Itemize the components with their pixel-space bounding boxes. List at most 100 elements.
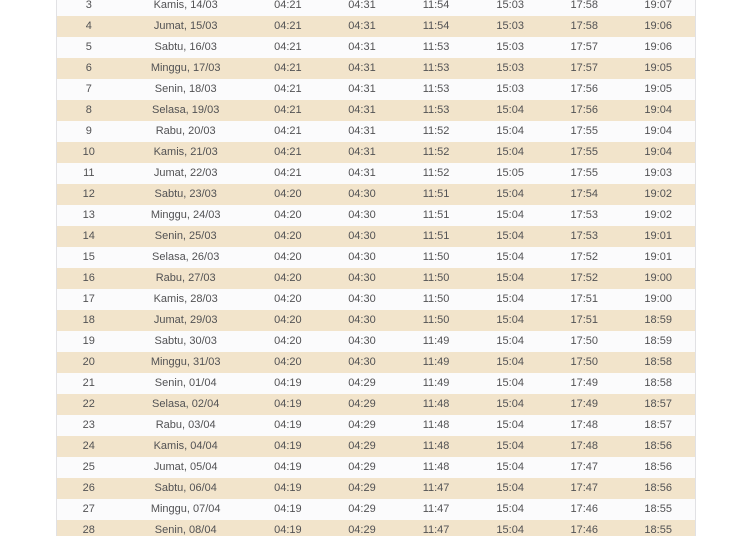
time-cell-6: 18:56 — [644, 482, 672, 494]
time-cell-6: 18:57 — [644, 398, 672, 410]
time-cell-1: 04:19 — [274, 461, 302, 473]
time-cell-1: 04:20 — [274, 356, 302, 368]
row-number-cell: 11 — [83, 167, 95, 179]
time-cell-4: 15:04 — [496, 335, 524, 347]
time-cell-3: 11:54 — [422, 0, 450, 11]
table-row: 15 Selasa, 26/03 04:20 04:30 11:50 15:04… — [56, 247, 696, 268]
time-cell-4: 15:03 — [496, 41, 524, 53]
time-cell-1: 04:20 — [274, 209, 302, 221]
time-cell-6: 18:58 — [644, 377, 672, 389]
time-cell-5: 17:52 — [570, 272, 599, 284]
time-cell-5: 17:51 — [570, 293, 599, 305]
time-cell-3: 11:53 — [422, 62, 450, 74]
row-number-cell: 5 — [85, 41, 92, 53]
time-cell-5: 17:46 — [570, 524, 599, 536]
time-cell-6: 18:58 — [644, 356, 672, 368]
time-cell-2: 04:29 — [348, 440, 376, 452]
row-number-cell: 21 — [82, 377, 95, 389]
row-number-cell: 7 — [85, 83, 92, 95]
time-cell-5: 17:56 — [570, 104, 599, 116]
time-cell-4: 15:05 — [496, 167, 524, 179]
time-cell-3: 11:49 — [422, 356, 450, 368]
day-date-cell: Sabtu, 23/03 — [154, 188, 217, 200]
time-cell-6: 19:05 — [644, 62, 672, 74]
time-cell-6: 19:01 — [644, 230, 672, 242]
time-cell-3: 11:52 — [422, 167, 450, 179]
time-cell-4: 15:04 — [496, 419, 524, 431]
row-number-cell: 14 — [82, 230, 95, 242]
time-cell-1: 04:21 — [274, 104, 302, 116]
row-number-cell: 6 — [85, 62, 92, 74]
time-cell-4: 15:04 — [496, 482, 524, 494]
time-cell-3: 11:53 — [422, 41, 450, 53]
time-cell-6: 19:00 — [644, 272, 672, 284]
time-cell-1: 04:20 — [274, 293, 302, 305]
table-row: 10 Kamis, 21/03 04:21 04:31 11:52 15:04 … — [56, 142, 696, 163]
time-cell-3: 11:48 — [422, 461, 450, 473]
time-cell-3: 11:53 — [422, 83, 450, 95]
day-date-cell: Kamis, 14/03 — [153, 0, 218, 11]
time-cell-4: 15:04 — [496, 356, 524, 368]
time-cell-3: 11:51 — [422, 188, 450, 200]
day-date-cell: Jumat, 22/03 — [153, 167, 218, 179]
row-number-cell: 15 — [82, 251, 95, 263]
time-cell-4: 15:04 — [496, 293, 524, 305]
time-cell-3: 11:48 — [422, 398, 450, 410]
time-cell-5: 17:57 — [570, 41, 599, 53]
table-row: 17 Kamis, 28/03 04:20 04:30 11:50 15:04 … — [56, 289, 696, 310]
row-number-cell: 9 — [85, 125, 92, 137]
time-cell-4: 15:04 — [496, 230, 524, 242]
day-date-cell: Minggu, 24/03 — [150, 209, 221, 221]
time-cell-4: 15:04 — [496, 146, 524, 158]
time-cell-1: 04:19 — [274, 398, 302, 410]
time-cell-1: 04:20 — [274, 272, 302, 284]
time-cell-2: 04:30 — [348, 356, 376, 368]
table-row: 13 Minggu, 24/03 04:20 04:30 11:51 15:04… — [56, 205, 696, 226]
time-cell-5: 17:58 — [570, 0, 599, 11]
time-cell-3: 11:50 — [422, 251, 450, 263]
table-row: 21 Senin, 01/04 04:19 04:29 11:49 15:04 … — [56, 373, 696, 394]
row-number-cell: 24 — [82, 440, 95, 452]
time-cell-2: 04:30 — [348, 188, 376, 200]
time-cell-1: 04:19 — [274, 524, 302, 536]
time-cell-4: 15:04 — [496, 461, 524, 473]
day-date-cell: Kamis, 04/04 — [153, 440, 218, 452]
time-cell-1: 04:21 — [274, 41, 302, 53]
time-cell-1: 04:21 — [274, 146, 302, 158]
table-row: 19 Sabtu, 30/03 04:20 04:30 11:49 15:04 … — [56, 331, 696, 352]
time-cell-1: 04:20 — [274, 230, 302, 242]
day-date-cell: Minggu, 07/04 — [150, 503, 221, 515]
time-cell-5: 17:55 — [570, 146, 599, 158]
time-cell-4: 15:03 — [496, 20, 524, 32]
time-cell-5: 17:46 — [570, 503, 599, 515]
row-number-cell: 3 — [85, 0, 92, 11]
row-number-cell: 18 — [82, 314, 95, 326]
time-cell-6: 19:00 — [644, 293, 672, 305]
row-number-cell: 12 — [82, 188, 95, 200]
time-cell-2: 04:31 — [348, 0, 376, 11]
time-cell-5: 17:47 — [570, 482, 599, 494]
time-cell-2: 04:31 — [348, 41, 376, 53]
time-cell-2: 04:30 — [348, 335, 376, 347]
table-row: 5 Sabtu, 16/03 04:21 04:31 11:53 15:03 1… — [56, 37, 696, 58]
time-cell-5: 17:47 — [570, 461, 599, 473]
time-cell-6: 19:06 — [644, 20, 672, 32]
time-cell-3: 11:47 — [422, 503, 450, 515]
time-cell-5: 17:55 — [570, 167, 599, 179]
time-cell-2: 04:29 — [348, 524, 376, 536]
day-date-cell: Jumat, 05/04 — [153, 461, 218, 473]
day-date-cell: Kamis, 28/03 — [153, 293, 218, 305]
row-number-cell: 17 — [82, 293, 95, 305]
time-cell-1: 04:20 — [274, 251, 302, 263]
row-number-cell: 16 — [82, 272, 95, 284]
time-cell-2: 04:29 — [348, 398, 376, 410]
table-row: 24 Kamis, 04/04 04:19 04:29 11:48 15:04 … — [56, 436, 696, 457]
time-cell-4: 15:04 — [496, 524, 524, 536]
time-cell-4: 15:04 — [496, 440, 524, 452]
prayer-times-table: 3 Kamis, 14/03 04:21 04:31 11:54 15:03 1… — [56, 0, 696, 536]
table-row: 7 Senin, 18/03 04:21 04:31 11:53 15:03 1… — [56, 79, 696, 100]
time-cell-2: 04:30 — [348, 230, 376, 242]
time-cell-2: 04:30 — [348, 314, 376, 326]
table-row: 20 Minggu, 31/03 04:20 04:30 11:49 15:04… — [56, 352, 696, 373]
